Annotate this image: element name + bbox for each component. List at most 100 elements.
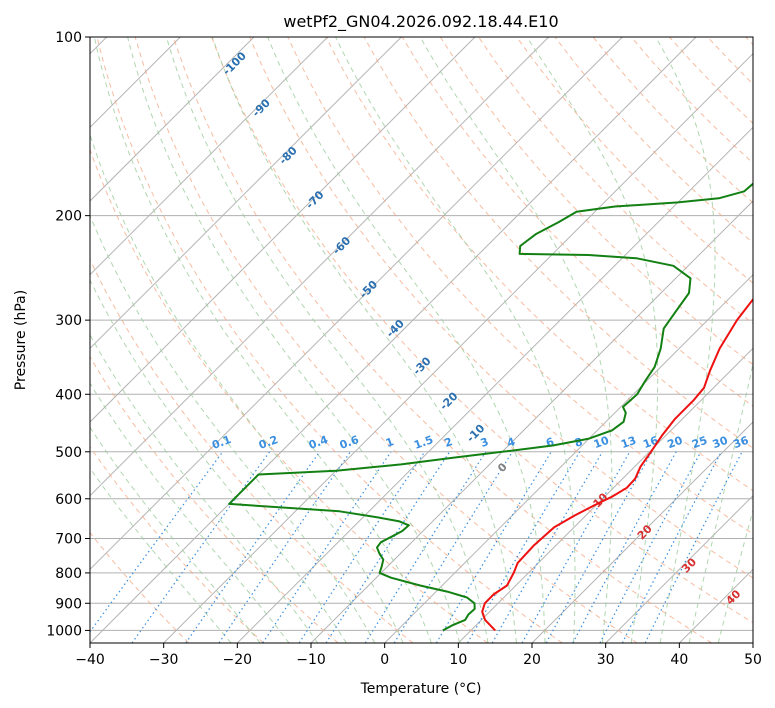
temperature-profile-line [481, 297, 753, 632]
moist-adiabat-line [90, 467, 232, 643]
dry-adiabat-line [401, 37, 753, 407]
x-tick-label: 40 [670, 652, 688, 668]
y-tick-label: 100 [55, 30, 82, 46]
y-tick-label: 200 [55, 209, 82, 225]
y-tick-label: 300 [55, 313, 82, 329]
dry-adiabat-line [172, 37, 712, 643]
x-tick-label: 20 [523, 652, 541, 668]
mixing-ratio-label: 36 [731, 434, 750, 452]
dry-adiabat-line [96, 37, 563, 643]
isotherm-line [90, 37, 476, 423]
x-tick-label: 30 [597, 652, 615, 668]
moist-adiabat-line [90, 426, 261, 643]
mixing-ratio-label: 25 [690, 434, 709, 451]
plot-frame [89, 36, 754, 644]
y-tick-label: 1000 [46, 623, 82, 639]
moist-adiabat-line [90, 133, 404, 643]
profile-series [228, 182, 753, 632]
y-tick-label: 900 [55, 596, 82, 612]
mixing-ratio-label: 8 [573, 435, 585, 450]
mixing-ratio-label: 30 [711, 434, 730, 452]
dry-adiabat-line [287, 37, 753, 535]
mixing-ratio-label: 13 [619, 434, 638, 451]
dry-adiabat-line [439, 37, 753, 366]
mixing-ratio-label: 16 [641, 434, 660, 452]
mixing-ratio-line [466, 451, 581, 643]
isotherm-line [90, 37, 697, 643]
mixing-ratio-label: 0.2 [257, 433, 280, 452]
mixing-ratio-line [185, 451, 321, 643]
mixing-ratio-label: 1.5 [412, 433, 435, 452]
mixing-ratio-line [599, 451, 702, 643]
x-tick-label: 0 [380, 652, 389, 668]
moist-adiabat-line [90, 333, 319, 643]
y-axis: 1000 900 800 700 600 500 400 300 200 100 [46, 30, 90, 639]
pressure-gridlines [90, 37, 753, 631]
isotherm-lines [90, 37, 753, 643]
moist-adiabat-line [90, 279, 347, 643]
mixing-ratio-label: 0.6 [338, 433, 361, 452]
isotherm-line [90, 37, 402, 350]
x-axis: −40 −30 −20 −10 0 10 20 30 40 50 [75, 643, 762, 668]
moist-adiabat-line [165, 37, 489, 643]
x-tick-label: −30 [149, 652, 179, 668]
mixing-ratio-line [298, 451, 426, 643]
isotherm-line [605, 494, 753, 643]
mixing-ratio-line [325, 451, 451, 643]
moist-adiabat-line [90, 214, 376, 643]
mixing-ratio-label: 3 [479, 435, 491, 450]
moist-adiabat-line [335, 37, 576, 643]
mixing-ratio-lines [90, 451, 743, 643]
dry-adiabat-line [211, 37, 753, 624]
moist-adiabat-lines [90, 37, 753, 643]
mixing-ratio-label: 20 [666, 434, 685, 452]
mixing-ratio-label: 4 [505, 435, 517, 450]
mixing-ratio-line [364, 451, 487, 643]
dewpoint-profile-line [228, 182, 753, 632]
isotherm-line [90, 37, 329, 276]
moist-adiabat-line [211, 37, 517, 643]
y-tick-label: 400 [55, 387, 82, 403]
mixing-ratio-line [393, 451, 513, 643]
x-tick-label: 50 [744, 652, 762, 668]
isotherm-line [457, 347, 753, 643]
isotherm-line [236, 126, 753, 643]
isotherm-line [384, 273, 753, 643]
x-tick-label: 10 [449, 652, 467, 668]
mixing-ratio-label: 10 [592, 434, 611, 452]
mixing-ratio-line [218, 451, 351, 643]
moist-adiabat-line [655, 37, 716, 643]
isotherm-line [531, 421, 753, 643]
x-tick-label: −40 [75, 652, 105, 668]
moist-adiabat-line [267, 37, 546, 643]
x-tick-label: −20 [223, 652, 253, 668]
dry-adiabat-line [90, 531, 190, 643]
mixing-ratio-label: 0.1 [210, 433, 233, 452]
mixing-ratio-line [262, 451, 392, 643]
dry-adiabat-line [516, 37, 753, 284]
moist-adiabat-line [127, 37, 461, 643]
mixing-ratio-label: 2 [443, 435, 455, 450]
y-tick-label: 600 [55, 492, 82, 508]
isotherm-line [90, 37, 550, 497]
y-axis-title: Pressure (hPa) [13, 290, 29, 390]
isotherm-line [90, 37, 623, 571]
moist-adiabat-line [90, 382, 290, 643]
dry-adiabat-line [90, 148, 488, 643]
moist-adiabat-line [419, 37, 613, 643]
mixing-ratio-label: 6 [544, 435, 556, 450]
plot-area: 0.1 0.2 0.4 0.6 1 1.5 2 3 4 6 8 10 13 16 20 25 30 36-100-… [90, 37, 753, 643]
moist-adiabat-line [526, 37, 659, 643]
mixing-ratio-label: 0.4 [307, 433, 330, 452]
moist-adiabat-line [93, 37, 432, 643]
y-tick-label: 800 [55, 566, 82, 582]
dry-adiabat-line [90, 445, 264, 643]
y-tick-label: 700 [55, 532, 82, 548]
mixing-ratio-line [435, 451, 552, 643]
x-tick-label: −10 [296, 652, 326, 668]
x-axis-title: Temperature (°C) [360, 681, 482, 697]
mixing-ratio-label: 1 [384, 435, 396, 450]
isotherm-line [163, 52, 753, 643]
